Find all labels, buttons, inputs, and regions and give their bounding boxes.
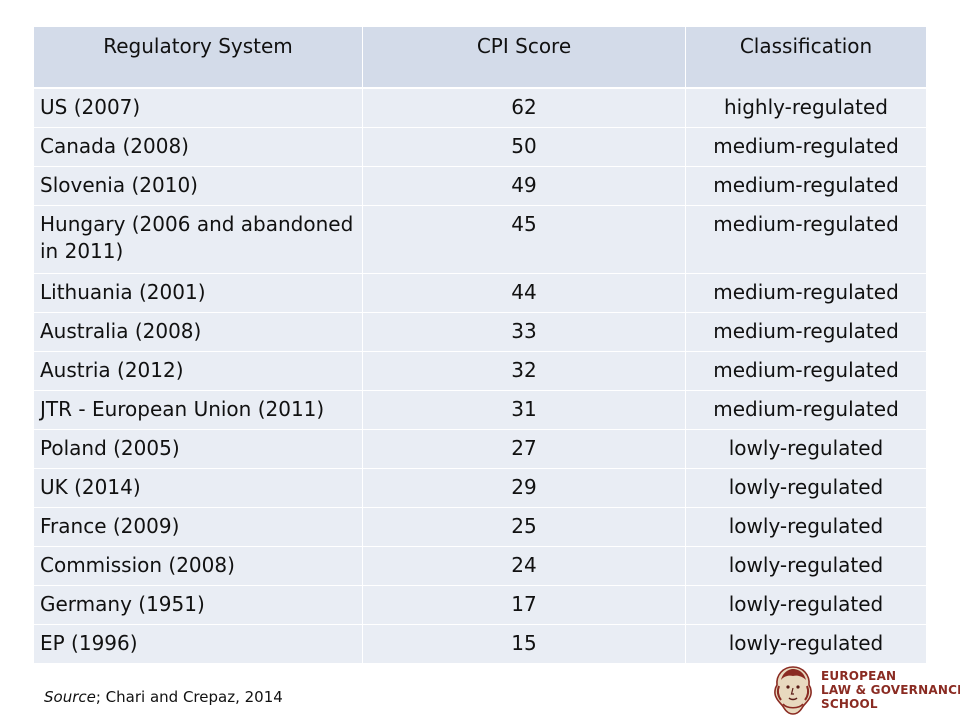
header-cpi-score: CPI Score: [362, 26, 686, 89]
classification-cell: medium-regulated: [685, 127, 927, 167]
system-cell: Australia (2008): [33, 312, 363, 352]
score-cell: 27: [362, 429, 686, 469]
header-regulatory-system: Regulatory System: [33, 26, 363, 89]
score-cell: 31: [362, 390, 686, 430]
classification-cell: medium-regulated: [685, 390, 927, 430]
score-cell: 25: [362, 507, 686, 547]
classification-cell: lowly-regulated: [685, 468, 927, 508]
table-row: Commission (2008) 24 lowly-regulated: [33, 546, 927, 586]
system-cell: Hungary (2006 and abandoned in 2011): [33, 205, 363, 274]
system-cell: Slovenia (2010): [33, 166, 363, 206]
system-cell: Germany (1951): [33, 585, 363, 625]
table-row: JTR - European Union (2011) 31 medium-regu…: [33, 390, 927, 430]
system-cell: Canada (2008): [33, 127, 363, 167]
table-row: UK (2014) 29 lowly-regulated: [33, 468, 927, 508]
classification-cell: lowly-regulated: [685, 624, 927, 664]
logo-wordmark: EUROPEAN LAW & GOVERNANCE SCHOOL: [821, 669, 960, 711]
score-cell: 32: [362, 351, 686, 391]
classification-cell: lowly-regulated: [685, 429, 927, 469]
system-cell: Commission (2008): [33, 546, 363, 586]
table-row: Austria (2012) 32 medium-regulated: [33, 351, 927, 391]
table-row: Slovenia (2010) 49 medium-regulated: [33, 166, 927, 206]
classification-cell: medium-regulated: [685, 273, 927, 313]
classification-cell: medium-regulated: [685, 351, 927, 391]
table-row: Germany (1951) 17 lowly-regulated: [33, 585, 927, 625]
system-cell: EP (1996): [33, 624, 363, 664]
system-cell: Austria (2012): [33, 351, 363, 391]
system-cell: US (2007): [33, 87, 363, 128]
table-row: Hungary (2006 and abandoned in 2011) 45 me…: [33, 205, 927, 274]
score-cell: 50: [362, 127, 686, 167]
system-cell: UK (2014): [33, 468, 363, 508]
school-logo: EUROPEAN LAW & GOVERNANCE SCHOOL: [771, 660, 960, 720]
table-row: EP (1996) 15 lowly-regulated: [33, 624, 927, 664]
score-cell: 15: [362, 624, 686, 664]
system-cell: Poland (2005): [33, 429, 363, 469]
system-cell: France (2009): [33, 507, 363, 547]
classification-cell: medium-regulated: [685, 312, 927, 352]
score-cell: 33: [362, 312, 686, 352]
table-row: France (2009) 25 lowly-regulated: [33, 507, 927, 547]
score-cell: 49: [362, 166, 686, 206]
logo-line-2: LAW & GOVERNANCE: [821, 683, 960, 697]
classification-cell: medium-regulated: [685, 205, 927, 274]
logo-line-1: EUROPEAN: [821, 669, 897, 683]
table-header-row: Regulatory System CPI Score Classificati…: [33, 26, 927, 89]
table-row: Poland (2005) 27 lowly-regulated: [33, 429, 927, 469]
logo-line-3: SCHOOL: [821, 697, 878, 711]
score-cell: 24: [362, 546, 686, 586]
source-label: Source: [44, 688, 96, 706]
classification-cell: medium-regulated: [685, 166, 927, 206]
score-cell: 62: [362, 87, 686, 128]
classification-cell: lowly-regulated: [685, 507, 927, 547]
score-cell: 45: [362, 205, 686, 274]
system-cell: JTR - European Union (2011): [33, 390, 363, 430]
classification-cell: highly-regulated: [685, 87, 927, 128]
table-row: Canada (2008) 50 medium-regulated: [33, 127, 927, 167]
score-cell: 17: [362, 585, 686, 625]
cpi-table: Regulatory System CPI Score Classificati…: [33, 26, 927, 664]
header-classification: Classification: [685, 26, 927, 89]
classification-cell: lowly-regulated: [685, 546, 927, 586]
classification-cell: lowly-regulated: [685, 585, 927, 625]
score-cell: 29: [362, 468, 686, 508]
table-body: US (2007) 62 highly-regulated Canada (2008)…: [33, 87, 927, 664]
system-cell: Lithuania (2001): [33, 273, 363, 313]
source-text: ; Chari and Crepaz, 2014: [95, 688, 283, 706]
table-row: US (2007) 62 highly-regulated: [33, 87, 927, 128]
score-cell: 44: [362, 273, 686, 313]
source-note: Source; Chari and Crepaz, 2014: [44, 688, 283, 706]
table-row: Australia (2008) 33 medium-regulated: [33, 312, 927, 352]
head-emblem-icon: [774, 666, 812, 715]
table-row: Lithuania (2001) 44 medium-regulated: [33, 273, 927, 313]
